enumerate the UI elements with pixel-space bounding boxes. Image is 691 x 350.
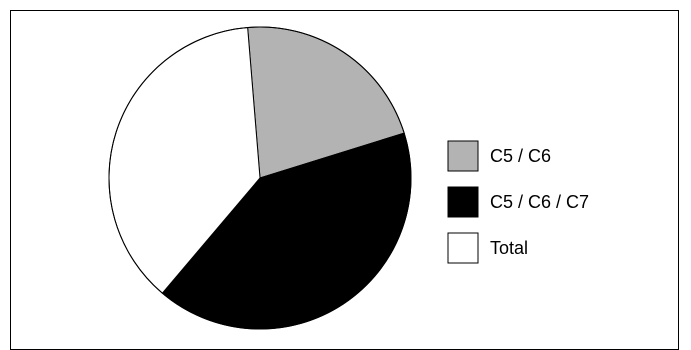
pie-chart: C5 / C6 C5 / C6 / C7 Total: [108, 26, 589, 330]
legend-swatch-total: [447, 232, 479, 264]
legend: C5 / C6 C5 / C6 / C7 Total: [447, 140, 589, 264]
legend-label-c5-c6: C5 / C6: [490, 146, 551, 166]
legend-swatch-c5-c6-c7: [447, 186, 479, 218]
pie-slices: [108, 26, 412, 330]
legend-label-total: Total: [490, 238, 528, 258]
legend-swatch-c5-c6: [447, 140, 479, 172]
pie-outline: [108, 26, 412, 330]
legend-label-c5-c6-c7: C5 / C6 / C7: [490, 192, 589, 212]
